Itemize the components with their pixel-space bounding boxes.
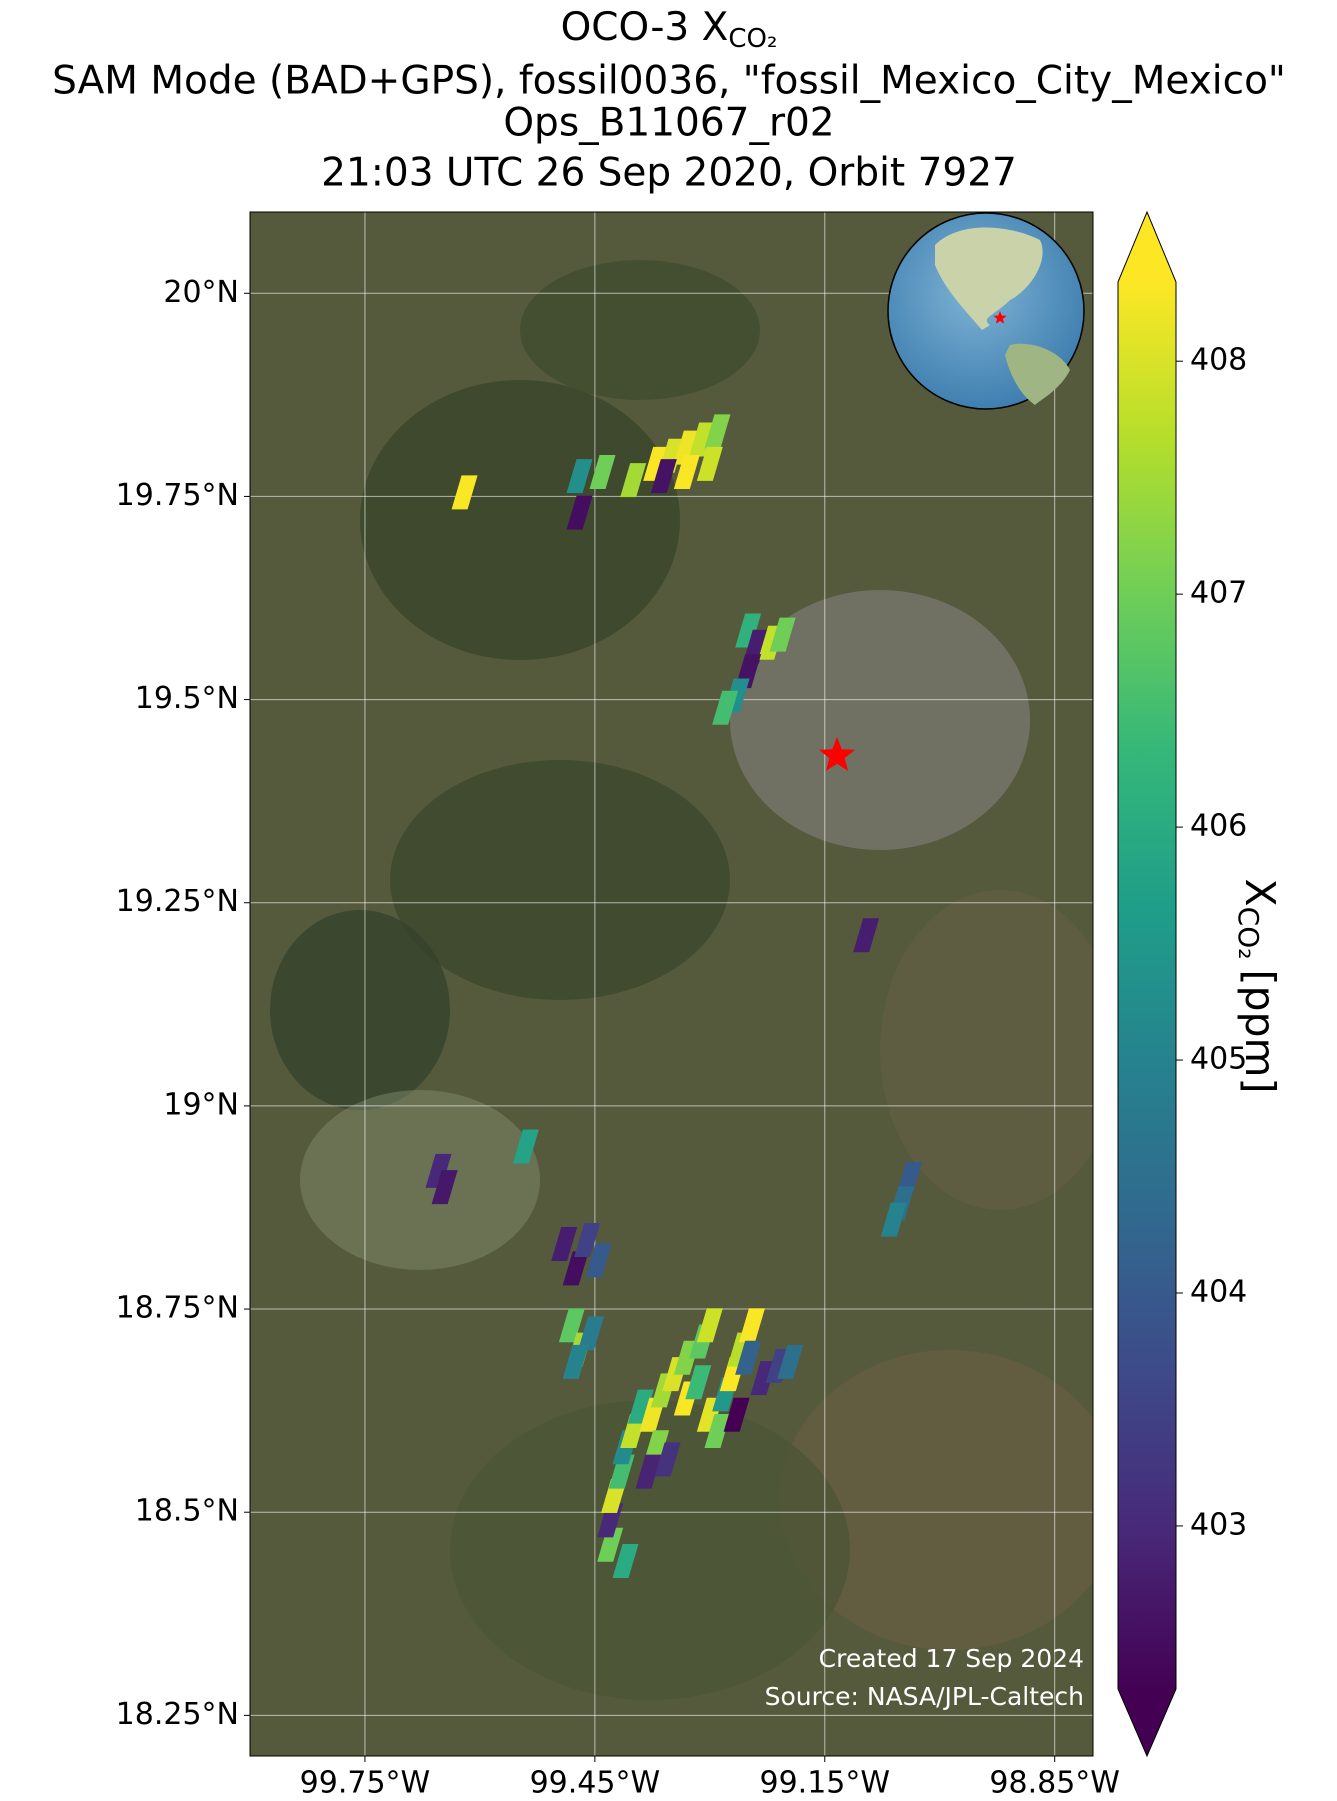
sounding xyxy=(451,475,478,510)
x-tick-label: 98.85°W xyxy=(989,1766,1120,1801)
sounding xyxy=(685,1365,712,1400)
sounding xyxy=(612,1543,639,1578)
subtitle: 21:03 UTC 26 Sep 2020, Orbit 7927 xyxy=(321,151,1017,196)
sounding xyxy=(654,1442,681,1477)
terrain xyxy=(780,1350,1093,1650)
sounding xyxy=(735,1340,762,1375)
sounding xyxy=(562,1251,589,1286)
x-tick-label: 99.15°W xyxy=(759,1766,890,1801)
colorbar-body xyxy=(1118,282,1176,1689)
colorbar-tick-label: 405 xyxy=(1190,1042,1247,1077)
soundings xyxy=(425,414,923,1578)
colorbar-label-subscript: CO₂ xyxy=(1232,907,1265,960)
y-tick-label: 19.5°N xyxy=(135,681,239,716)
sounding xyxy=(723,1397,750,1432)
y-tick-label: 18.5°N xyxy=(135,1494,239,1529)
y-tick-label: 18.75°N xyxy=(116,1291,239,1326)
sounding xyxy=(597,1527,624,1562)
colorbar-extend-bottom xyxy=(1118,1689,1176,1756)
sounding xyxy=(777,1344,804,1379)
sounding xyxy=(431,1170,458,1205)
forest xyxy=(390,760,730,1000)
sounding xyxy=(574,1222,601,1257)
sounding xyxy=(512,1129,539,1164)
subtitle: Ops_B11067_r02 xyxy=(503,101,834,146)
colorbar: 403 404 405 406 407 408 xyxy=(1117,210,1247,1758)
sounding xyxy=(880,1202,907,1237)
terrain xyxy=(880,890,1093,1210)
title-block: OCO-3 XCO₂ SAM Mode (BAD+GPS), fossil003… xyxy=(52,5,1286,196)
credit: Source: NASA/JPL-Caltech xyxy=(765,1682,1084,1711)
south-america xyxy=(1005,343,1070,405)
title-text: OCO-3 X xyxy=(561,5,729,50)
y-tick-label: 19°N xyxy=(163,1087,239,1122)
sounding xyxy=(562,1344,589,1379)
sounding xyxy=(704,1413,731,1448)
sounding xyxy=(696,1308,723,1343)
sounding xyxy=(712,690,739,725)
sounding xyxy=(620,463,647,498)
y-tick-label: 19.25°N xyxy=(116,884,239,919)
sounding xyxy=(558,1308,585,1343)
colorbar-label-unit: [ppm] xyxy=(1236,969,1284,1093)
y-tick-label: 20°N xyxy=(163,275,239,310)
colorbar-label-text: X xyxy=(1236,879,1284,907)
subtitle: SAM Mode (BAD+GPS), fossil0036, "fossil_… xyxy=(52,59,1286,104)
y-tick-label: 19.75°N xyxy=(116,478,239,513)
sounding xyxy=(673,455,700,490)
colorbar-tick-label: 403 xyxy=(1190,1507,1247,1542)
y-tick-label: 18.25°N xyxy=(116,1697,239,1732)
terrain xyxy=(450,1400,850,1700)
snow xyxy=(300,1090,540,1270)
sounding xyxy=(635,1454,662,1489)
sounding xyxy=(769,617,796,652)
sounding xyxy=(566,459,593,494)
colorbar-tick-label: 407 xyxy=(1190,576,1247,611)
colorbar-label: XCO₂ [ppm] xyxy=(1232,879,1284,1094)
title-subscript: CO₂ xyxy=(728,24,777,54)
globe-target xyxy=(993,311,1007,324)
target-star xyxy=(819,736,856,771)
sounding xyxy=(735,613,762,648)
title: OCO-3 XCO₂ xyxy=(561,5,778,54)
sounding xyxy=(627,1389,654,1424)
sounding xyxy=(650,459,677,494)
volcano xyxy=(270,910,450,1110)
north-america xyxy=(935,227,1043,330)
sounding xyxy=(853,918,880,953)
colorbar-extend-top xyxy=(1118,212,1176,282)
sounding xyxy=(589,455,616,490)
sounding xyxy=(425,1153,452,1188)
urban xyxy=(730,590,1030,850)
sounding xyxy=(673,430,700,465)
sounding xyxy=(689,422,716,457)
colorbar-tick-label: 406 xyxy=(1190,809,1247,844)
credit: Created 17 Sep 2024 xyxy=(819,1644,1084,1673)
forest xyxy=(360,380,680,660)
colorbar-tick-label: 404 xyxy=(1190,1274,1247,1309)
sounding xyxy=(696,446,723,481)
sounding xyxy=(738,1308,765,1343)
x-tick-label: 99.75°W xyxy=(300,1766,431,1801)
map-frame xyxy=(249,211,1094,1757)
x-tick-label: 99.45°W xyxy=(530,1766,661,1801)
colorbar-tick-label: 408 xyxy=(1190,343,1247,378)
globe-inset xyxy=(887,212,1085,410)
sounding xyxy=(704,414,731,449)
sounding xyxy=(578,1316,605,1351)
sounding xyxy=(643,446,670,481)
sounding xyxy=(551,1227,578,1262)
colorbar-outline xyxy=(1117,210,1177,1758)
sounding xyxy=(566,495,593,530)
sounding xyxy=(585,1243,612,1278)
forest xyxy=(520,260,760,400)
